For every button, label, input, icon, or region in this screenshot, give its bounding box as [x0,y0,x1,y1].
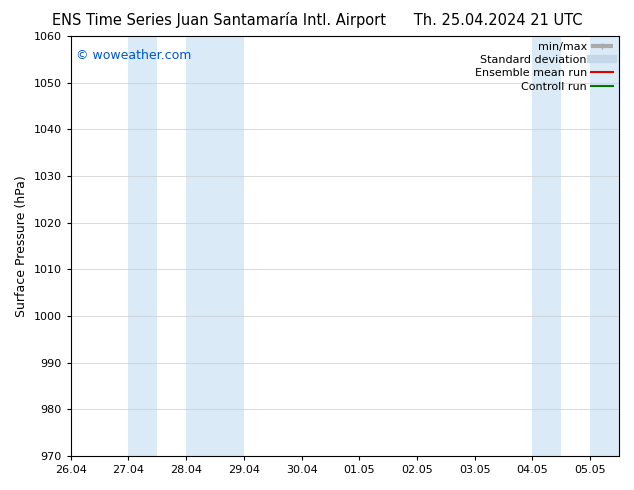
Bar [533,36,561,456]
Y-axis label: Surface Pressure (hPa): Surface Pressure (hPa) [15,175,28,317]
Legend: min/max, Standard deviation, Ensemble mean run, Controll run: min/max, Standard deviation, Ensemble me… [474,42,614,92]
Bar [186,36,244,456]
Bar [129,36,157,456]
Bar [590,36,619,456]
Text: ENS Time Series Juan Santamaría Intl. Airport      Th. 25.04.2024 21 UTC: ENS Time Series Juan Santamaría Intl. Ai… [52,12,582,28]
Text: © woweather.com: © woweather.com [76,49,191,62]
